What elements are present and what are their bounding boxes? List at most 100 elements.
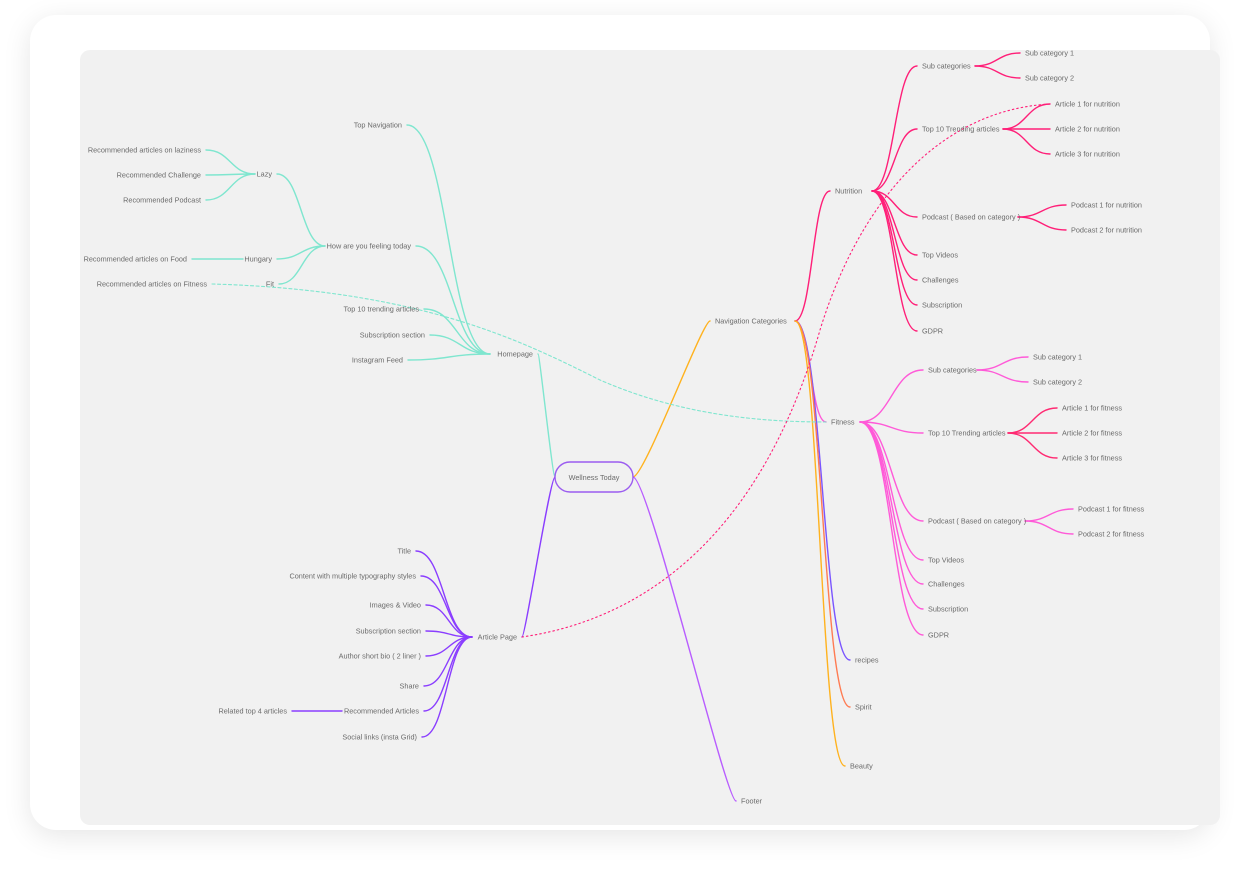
connector-l_pod bbox=[205, 173, 256, 201]
node-a-title[interactable]: Title bbox=[397, 547, 411, 556]
node-fit-pod[interactable]: Podcast ( Based on category ) bbox=[928, 517, 1026, 526]
connector-l_art bbox=[205, 149, 256, 175]
connector-a_social bbox=[421, 636, 473, 738]
mindmap-card bbox=[30, 15, 1220, 830]
node-nut-subs[interactable]: Subscription bbox=[922, 301, 962, 310]
node-beauty[interactable]: Beauty bbox=[850, 762, 873, 771]
connector-beauty bbox=[794, 320, 846, 767]
node-fit-p2[interactable]: Podcast 2 for fitness bbox=[1078, 530, 1144, 539]
connector-nut_sub2 bbox=[974, 65, 1021, 79]
connector-f_fit bbox=[278, 245, 326, 285]
node-nut-vid[interactable]: Top Videos bbox=[922, 251, 958, 260]
connector-a_title bbox=[415, 550, 473, 638]
node-h-topnav[interactable]: Top Navigation bbox=[354, 121, 402, 130]
node-fit-a3[interactable]: Article 3 for fitness bbox=[1062, 454, 1122, 463]
connector-recipes bbox=[794, 320, 851, 661]
node-f-lazy[interactable]: Lazy bbox=[257, 170, 273, 179]
node-fit-a2[interactable]: Article 2 for fitness bbox=[1062, 429, 1122, 438]
connector-nut_top bbox=[871, 128, 918, 192]
connector-h_insta bbox=[407, 353, 491, 361]
node-footer[interactable]: Footer bbox=[741, 797, 763, 806]
node-a-rel[interactable]: Related top 4 articles bbox=[218, 707, 287, 716]
node-spirit[interactable]: Spirit bbox=[855, 703, 872, 712]
node-fit-a1[interactable]: Article 1 for fitness bbox=[1062, 404, 1122, 413]
node-fit-sub2[interactable]: Sub category 2 bbox=[1033, 378, 1082, 387]
node-nut-top[interactable]: Top 10 Trending articles bbox=[922, 125, 1000, 134]
connector-fit_sub bbox=[859, 369, 924, 423]
connector-home bbox=[537, 353, 556, 478]
node-a-rec[interactable]: Recommended Articles bbox=[344, 707, 419, 716]
connector-fit_gdpr bbox=[859, 421, 924, 636]
node-fit-vid[interactable]: Top Videos bbox=[928, 556, 964, 565]
node-nut-sub1[interactable]: Sub category 1 bbox=[1025, 49, 1074, 58]
node-a-share[interactable]: Share bbox=[400, 682, 419, 691]
node-nut-p1[interactable]: Podcast 1 for nutrition bbox=[1071, 201, 1142, 210]
connector-a_img bbox=[425, 604, 473, 638]
connector-nut_subs bbox=[871, 190, 918, 306]
node-l-pod[interactable]: Recommended Podcast bbox=[123, 196, 201, 205]
node-fit-ch[interactable]: Challenges bbox=[928, 580, 965, 589]
node-nut-pod[interactable]: Podcast ( Based on category ) bbox=[922, 213, 1020, 222]
node-nut-ch[interactable]: Challenges bbox=[922, 276, 959, 285]
connector-fit_a3 bbox=[1007, 432, 1058, 459]
node-h-insta[interactable]: Instagram Feed bbox=[352, 356, 403, 365]
node-f-hungry[interactable]: Hungary bbox=[244, 255, 272, 264]
node-nut-gdpr[interactable]: GDPR bbox=[922, 327, 943, 336]
node-a-bio[interactable]: Author short bio ( 2 liner ) bbox=[339, 652, 421, 661]
node-nut-a3[interactable]: Article 3 for nutrition bbox=[1055, 150, 1120, 159]
connector-nut_a1 bbox=[1002, 103, 1051, 130]
node-h-top10[interactable]: Top 10 trending articles bbox=[344, 305, 420, 314]
connector-h_feel bbox=[415, 245, 491, 355]
cross-link-nutrition bbox=[521, 103, 1051, 638]
connector-nut_p2 bbox=[1017, 216, 1067, 231]
connector-nut_a3 bbox=[1002, 128, 1051, 155]
node-nut-a1[interactable]: Article 1 for nutrition bbox=[1055, 100, 1120, 109]
connector-fit_p1 bbox=[1024, 508, 1074, 522]
mindmap-canvas[interactable] bbox=[80, 50, 1220, 825]
node-art[interactable]: Article Page bbox=[478, 633, 517, 642]
root-node-label[interactable]: Wellness Today bbox=[569, 473, 620, 482]
node-nut-sub2[interactable]: Sub category 2 bbox=[1025, 74, 1074, 83]
cross-link-fitness bbox=[211, 283, 827, 423]
node-nut-a2[interactable]: Article 2 for nutrition bbox=[1055, 125, 1120, 134]
connector-a_content bbox=[420, 575, 473, 638]
node-fit-gdpr[interactable]: GDPR bbox=[928, 631, 949, 640]
node-fit-p1[interactable]: Podcast 1 for fitness bbox=[1078, 505, 1144, 514]
node-f-fit[interactable]: Fit bbox=[266, 280, 274, 289]
connector-h_topnav bbox=[406, 124, 491, 355]
node-a-content[interactable]: Content with multiple typography styles bbox=[289, 572, 416, 581]
node-a-social[interactable]: Social links (insta Grid) bbox=[342, 733, 417, 742]
connector-nav bbox=[632, 320, 711, 478]
node-nut[interactable]: Nutrition bbox=[835, 187, 862, 196]
node-h-feel[interactable]: How are you feeling today bbox=[327, 242, 412, 251]
node-nut-sub[interactable]: Sub categories bbox=[922, 62, 971, 71]
node-fit[interactable]: Fitness bbox=[831, 418, 855, 427]
node-home[interactable]: Homepage bbox=[497, 350, 533, 359]
node-fit-top[interactable]: Top 10 Trending articles bbox=[928, 429, 1006, 438]
node-fit-sub[interactable]: Sub categories bbox=[928, 366, 977, 375]
node-fi-art[interactable]: Recommended articles on Fitness bbox=[97, 280, 208, 289]
connectors bbox=[191, 52, 1074, 802]
node-nav[interactable]: Navigation Categories bbox=[715, 317, 787, 326]
connector-fit_vid bbox=[859, 421, 924, 561]
connector-fit_subs bbox=[859, 421, 924, 610]
connector-fit_top bbox=[859, 421, 924, 434]
connector-nut bbox=[794, 190, 831, 322]
node-l-ch[interactable]: Recommended Challenge bbox=[117, 171, 201, 180]
connector-spirit bbox=[794, 320, 851, 708]
node-fit-subs[interactable]: Subscription bbox=[928, 605, 968, 614]
node-nut-p2[interactable]: Podcast 2 for nutrition bbox=[1071, 226, 1142, 235]
node-hu-food[interactable]: Recommended articles on Food bbox=[84, 255, 187, 264]
root-node-box[interactable] bbox=[554, 461, 634, 493]
node-h-subs[interactable]: Subscription section bbox=[360, 331, 425, 340]
connector-fit_sub1 bbox=[976, 356, 1029, 371]
connector-fit_sub2 bbox=[976, 369, 1029, 383]
node-a-img[interactable]: Images & Video bbox=[370, 601, 421, 610]
node-l-art[interactable]: Recommended articles on laziness bbox=[88, 146, 202, 155]
connector-nut_gdpr bbox=[871, 190, 918, 332]
node-a-subs[interactable]: Subscription section bbox=[356, 627, 421, 636]
node-fit-sub1[interactable]: Sub category 1 bbox=[1033, 353, 1082, 362]
connector-a_share bbox=[423, 636, 473, 687]
connector-nut_sub bbox=[871, 65, 918, 192]
node-recipes[interactable]: recipes bbox=[855, 656, 879, 665]
